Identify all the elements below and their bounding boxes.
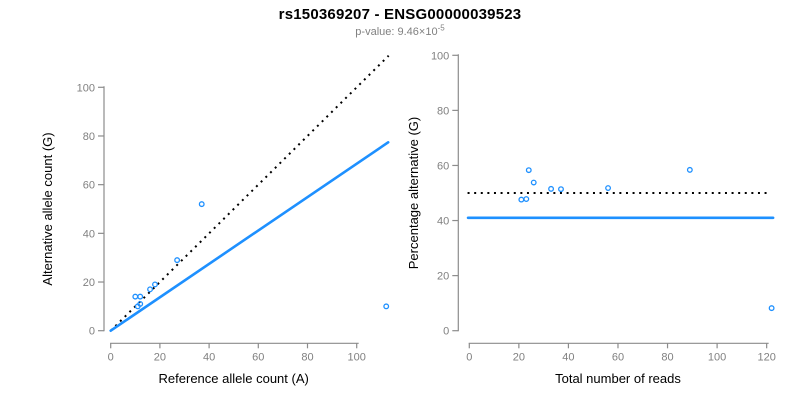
data-point xyxy=(174,257,181,264)
y-tick-label: 60 xyxy=(83,180,95,192)
data-point xyxy=(137,300,144,307)
y-tick-label: 80 xyxy=(437,105,449,117)
y-tick-label: 40 xyxy=(83,228,95,240)
data-point xyxy=(558,186,564,193)
data-point xyxy=(548,185,555,192)
x-tick-label: 100 xyxy=(348,351,366,363)
data-point xyxy=(132,293,139,300)
y-tick-label: 80 xyxy=(83,131,95,143)
x-tick-label: 120 xyxy=(757,351,775,363)
y-axis-title: Percentage alternative (G) xyxy=(406,117,421,269)
y-tick-label: 40 xyxy=(437,216,449,228)
data-point xyxy=(137,293,144,300)
y-tick-label: 0 xyxy=(89,326,95,338)
x-tick-label: 60 xyxy=(252,351,264,363)
fitted-proportion-line xyxy=(109,141,390,333)
left-panel: 0 20 40 60 80 100 0 20 40 60 80 100 Reference allele… xyxy=(40,54,390,386)
chart-title: rs150369207 - ENSG00000039523 xyxy=(278,6,522,23)
x-tick-label: 60 xyxy=(612,351,624,363)
y-tick-label: 20 xyxy=(437,271,449,283)
data-point xyxy=(152,281,158,288)
x-tick-label: 40 xyxy=(203,351,215,363)
x-tick-label: 0 xyxy=(108,351,114,363)
data-point xyxy=(525,167,532,174)
x-tick-label: 40 xyxy=(562,351,574,363)
x-axis-title: Reference allele count (A) xyxy=(159,371,309,386)
data-point xyxy=(605,185,612,191)
y-tick-label: 100 xyxy=(77,82,95,94)
data-point xyxy=(768,305,775,312)
y-tick-label: 100 xyxy=(431,50,449,62)
data-point xyxy=(518,196,525,203)
data-point xyxy=(147,286,154,293)
y-tick-label: 60 xyxy=(437,160,449,172)
x-tick-label: 100 xyxy=(708,351,726,363)
data-point xyxy=(530,179,537,186)
data-point xyxy=(523,196,530,203)
p-value-exponent: -5 xyxy=(437,23,445,33)
x-tick-label: 20 xyxy=(154,351,166,363)
y-axis-title: Alternative allele count (G) xyxy=(40,132,55,285)
x-tick-label: 80 xyxy=(301,351,313,363)
right-panel: 0 20 40 60 80 100 120 0 20 40 60 80 100 Total number … xyxy=(406,50,776,386)
y-tick-label: 20 xyxy=(83,277,95,289)
x-tick-label: 0 xyxy=(466,351,472,363)
x-tick-label: 80 xyxy=(661,351,673,363)
data-point xyxy=(198,201,205,208)
p-value-text: p-value: 9.46×10 xyxy=(355,26,438,38)
x-axis-title: Total number of reads xyxy=(555,371,681,386)
data-point xyxy=(686,166,693,173)
p-value-subtitle: p-value: 9.46×10-5 xyxy=(0,23,800,38)
y-tick-label: 0 xyxy=(443,326,449,338)
x-tick-label: 20 xyxy=(513,351,525,363)
data-point xyxy=(383,303,390,310)
